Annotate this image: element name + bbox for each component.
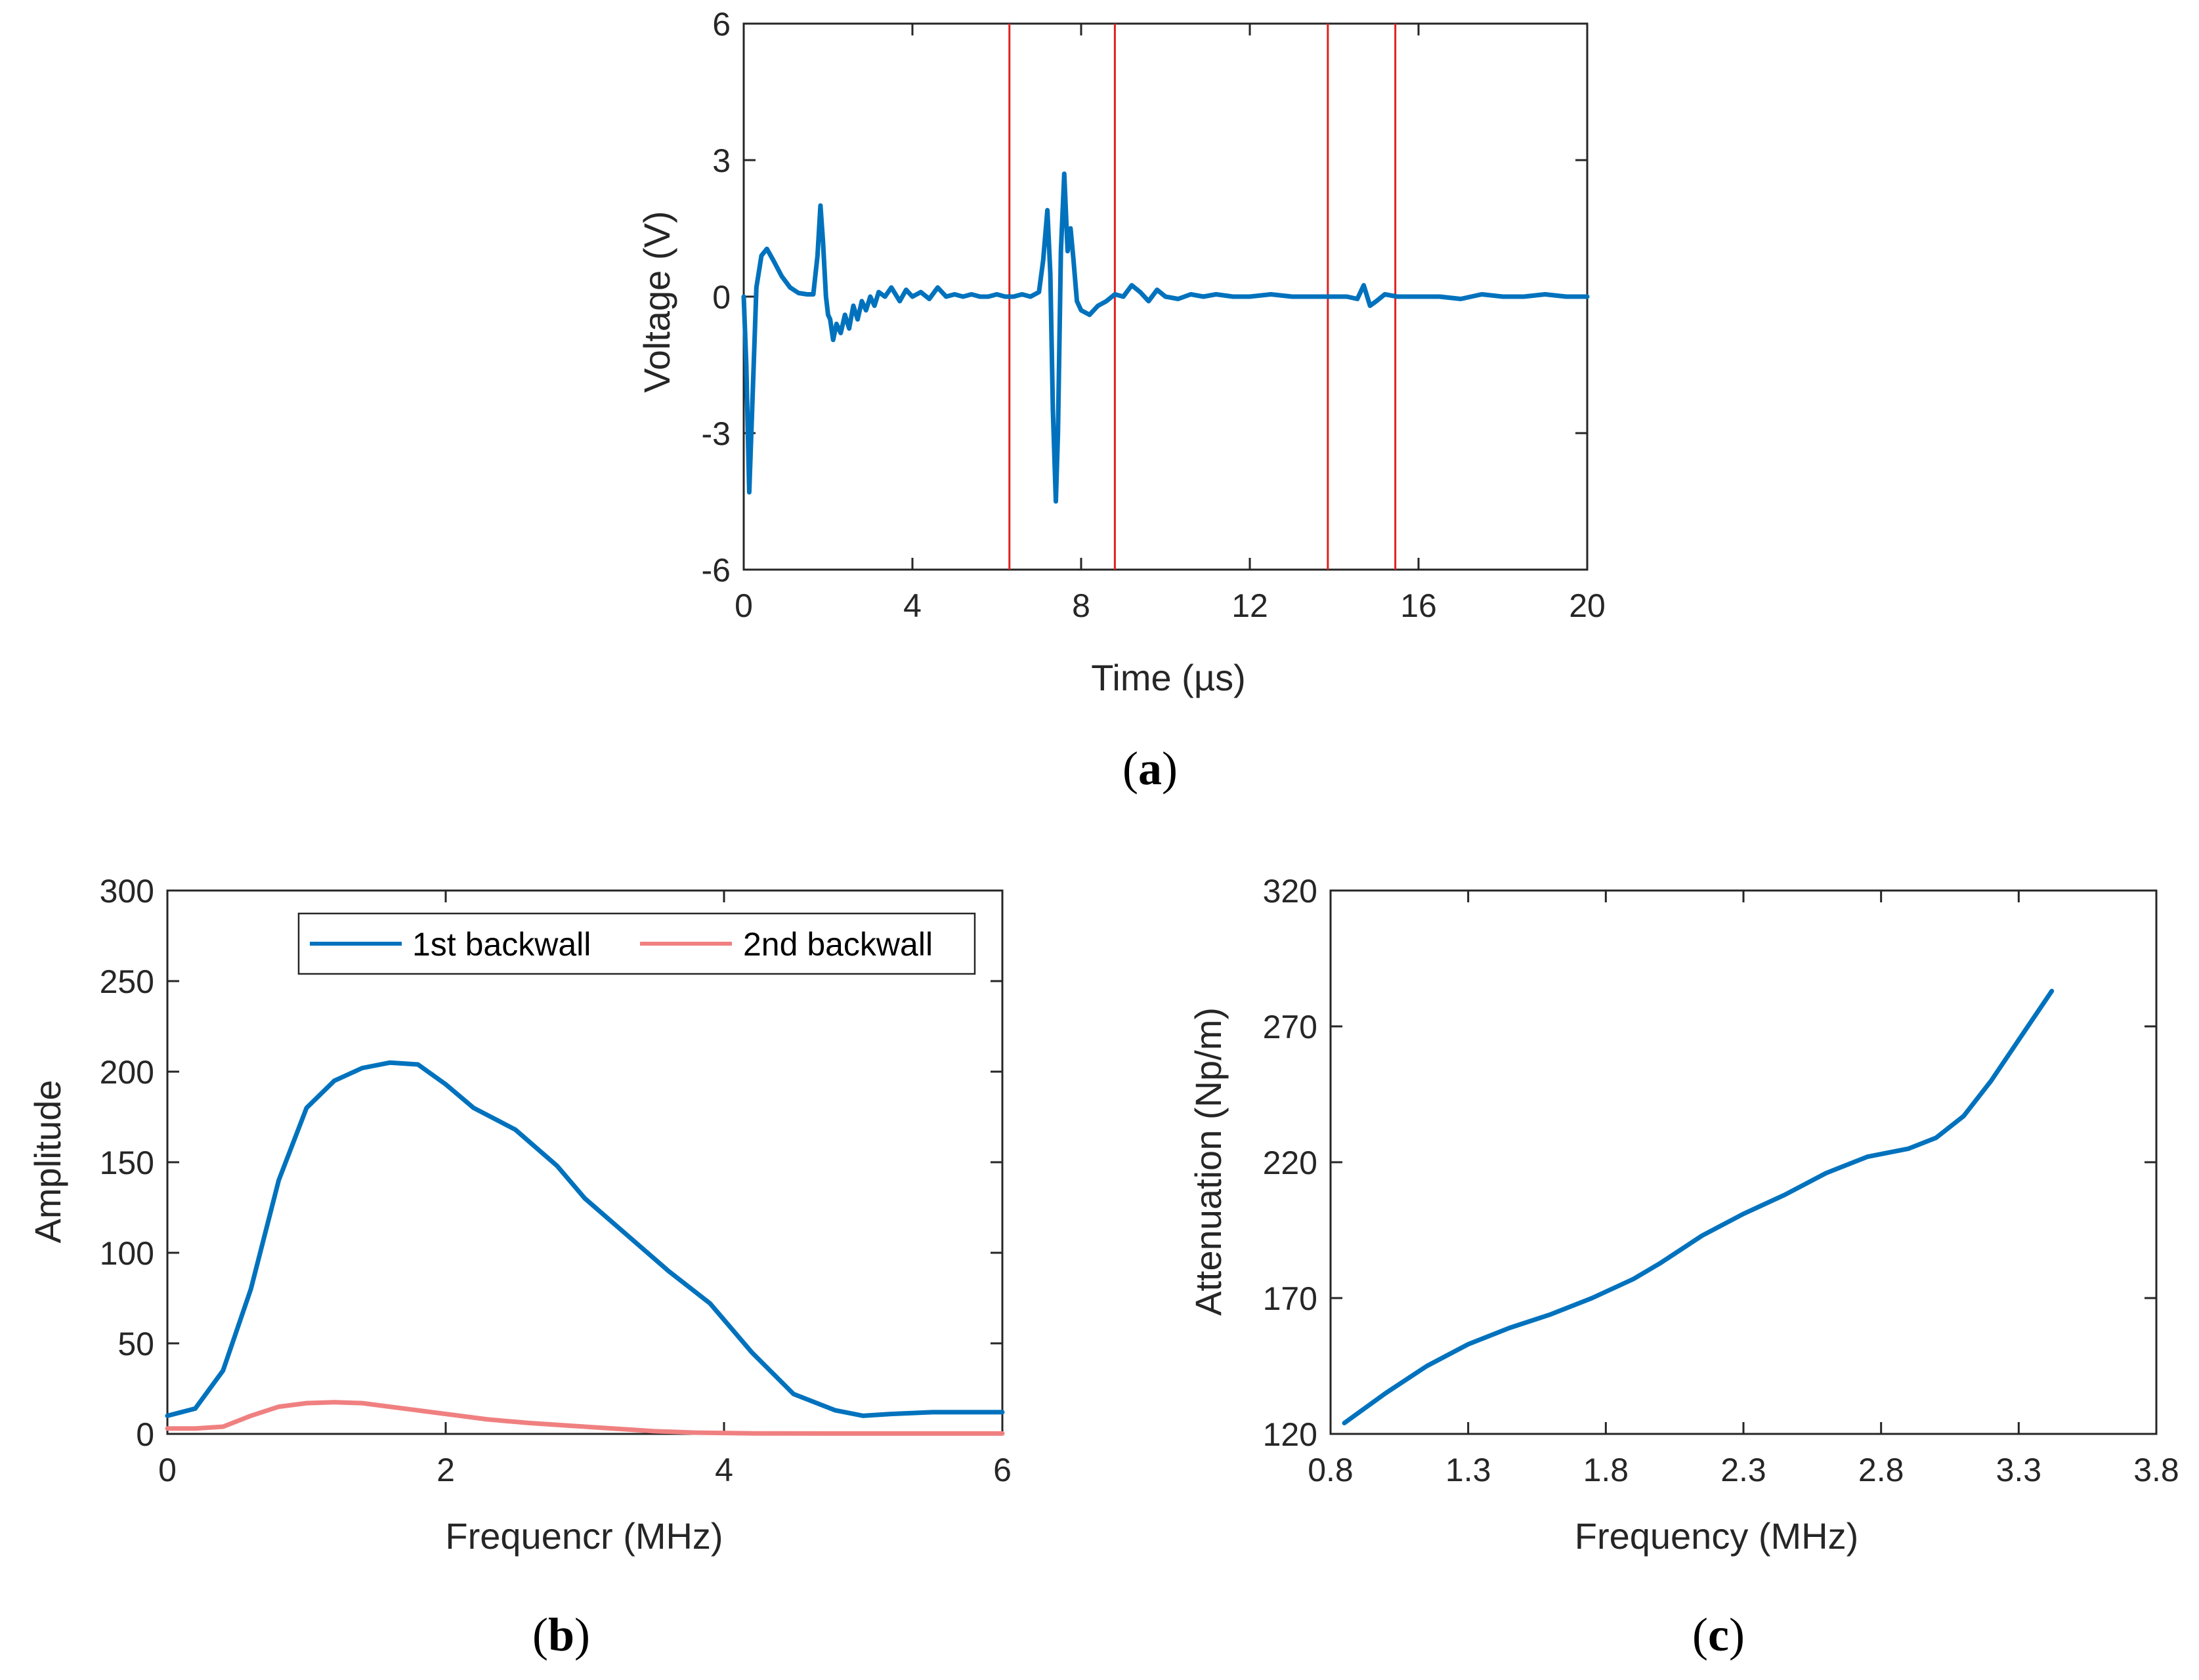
panel-c-x-tick-label: 2.3 <box>1720 1452 1766 1488</box>
panel-c-y-tick-label: 120 <box>1263 1416 1317 1453</box>
panel-c-y-tick-label: 170 <box>1263 1280 1317 1317</box>
panel-b-x-tick-label: 0 <box>158 1452 177 1488</box>
panel-b-x-axis-label: Frequencr (MHz) <box>445 1515 723 1557</box>
panel-b-legend-label-1st: 1st backwall <box>412 926 591 963</box>
panel-b-x-tick-label: 2 <box>437 1452 455 1488</box>
panel-a-x-tick-label: 0 <box>735 587 753 624</box>
panel-a-x-tick-label: 8 <box>1072 587 1090 624</box>
panel-c-x-tick-label: 3.3 <box>1996 1452 2042 1488</box>
panel-b-series-line-1 <box>165 1060 1005 1418</box>
panel-b-caption-letter: b <box>548 1608 574 1661</box>
panel-b-y-axis-label: Amplitude <box>27 1080 68 1243</box>
panel-c-y-axis-label: Attenuation (Np/m) <box>1187 1007 1229 1316</box>
panel-c-caption: (c) <box>1692 1608 1745 1661</box>
panel-a-caption: (a) <box>1122 742 1178 795</box>
panel-a-x-axis-label: Time (µs) <box>1091 657 1245 698</box>
panel-a-y-axis-label: Voltage (V) <box>636 211 677 392</box>
panel-a-chart: Voltage (V) Time (µs) (a) 0 4 8 12 16 20 -6 -3 0… <box>636 6 1606 795</box>
panel-b-legend-label-2nd: 2nd backwall <box>743 926 933 963</box>
panel-b-caption: (b) <box>532 1608 590 1661</box>
panel-b-y-tick-label: 100 <box>100 1235 154 1272</box>
panel-c-x-tick-label: 1.3 <box>1445 1452 1491 1488</box>
panel-c-x-tick-label: 1.8 <box>1583 1452 1629 1488</box>
panel-c-y-tick-label: 270 <box>1263 1009 1317 1045</box>
panel-b-y-tick-label: 200 <box>100 1054 154 1091</box>
panel-c-x-tick-label: 3.8 <box>2133 1452 2179 1488</box>
panel-a-y-tick-label: 3 <box>712 142 731 179</box>
panel-a-series-line-1 <box>741 171 1590 504</box>
panel-c-caption-letter: c <box>1708 1608 1729 1661</box>
panel-b-y-tick-label: 300 <box>100 873 154 910</box>
panel-a-caption-letter: a <box>1138 742 1162 795</box>
panel-b-y-tick-label: 0 <box>136 1416 154 1453</box>
panel-c-x-tick-label: 2.8 <box>1858 1452 1904 1488</box>
panel-b-legend-box <box>297 912 976 975</box>
panel-a-x-tick-label: 4 <box>903 587 922 624</box>
panel-c-y-tick-label: 320 <box>1263 873 1317 910</box>
panel-a-y-tick-label: -3 <box>702 415 731 452</box>
panel-c-x-tick-label: 0.8 <box>1308 1452 1354 1488</box>
panel-c-series-line-1 <box>1342 988 2055 1425</box>
panel-a-x-tick-label: 12 <box>1231 587 1268 624</box>
panel-b-series-line-2 <box>165 1400 1005 1436</box>
panel-a-y-tick-label: 0 <box>712 279 731 316</box>
panel-a-x-tick-label: 16 <box>1400 587 1437 624</box>
panel-b-y-tick-label: 250 <box>100 963 154 1000</box>
panel-c-chart: Attenuation (Np/m) Frequency (MHz) (c) 0… <box>1187 873 2179 1661</box>
panel-b-x-tick-label: 4 <box>715 1452 733 1488</box>
panel-b-x-tick-label: 6 <box>993 1452 1012 1488</box>
panel-a-y-tick-label: 6 <box>712 6 731 43</box>
panel-b-chart: Amplitude Frequencr (MHz) (b) 1st backwa… <box>27 873 1012 1661</box>
panel-c-x-axis-label: Frequency (MHz) <box>1575 1515 1859 1557</box>
panel-a-y-tick-label: -6 <box>702 552 731 589</box>
panel-b-y-tick-label: 50 <box>117 1326 154 1362</box>
panel-a-x-tick-label: 20 <box>1569 587 1606 624</box>
panel-b-y-tick-label: 150 <box>100 1144 154 1181</box>
panel-b-legend: 1st backwall 2nd backwall <box>297 912 976 975</box>
panel-c-y-tick-label: 220 <box>1263 1144 1317 1181</box>
